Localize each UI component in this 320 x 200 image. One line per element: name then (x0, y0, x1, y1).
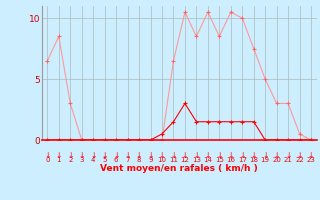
Text: ↓: ↓ (251, 151, 257, 160)
Text: ↓: ↓ (216, 151, 222, 160)
Text: ↓: ↓ (285, 151, 291, 160)
Text: ↓: ↓ (78, 151, 85, 160)
Text: ↓: ↓ (308, 151, 314, 160)
Text: ↓: ↓ (193, 151, 200, 160)
Text: ↓: ↓ (228, 151, 234, 160)
Text: ↓: ↓ (296, 151, 303, 160)
Text: ↓: ↓ (56, 151, 62, 160)
Text: ↓: ↓ (113, 151, 119, 160)
Text: ↓: ↓ (136, 151, 142, 160)
Text: ↓: ↓ (124, 151, 131, 160)
Text: ↓: ↓ (101, 151, 108, 160)
Text: ↓: ↓ (90, 151, 96, 160)
Text: ↓: ↓ (182, 151, 188, 160)
Text: ↓: ↓ (147, 151, 154, 160)
Text: ↓: ↓ (262, 151, 268, 160)
Text: ↓: ↓ (67, 151, 74, 160)
X-axis label: Vent moyen/en rafales ( km/h ): Vent moyen/en rafales ( km/h ) (100, 164, 258, 173)
Text: ↓: ↓ (205, 151, 211, 160)
Text: ↓: ↓ (159, 151, 165, 160)
Text: ↓: ↓ (274, 151, 280, 160)
Text: ↓: ↓ (239, 151, 245, 160)
Text: ↓: ↓ (170, 151, 177, 160)
Text: ↓: ↓ (44, 151, 51, 160)
